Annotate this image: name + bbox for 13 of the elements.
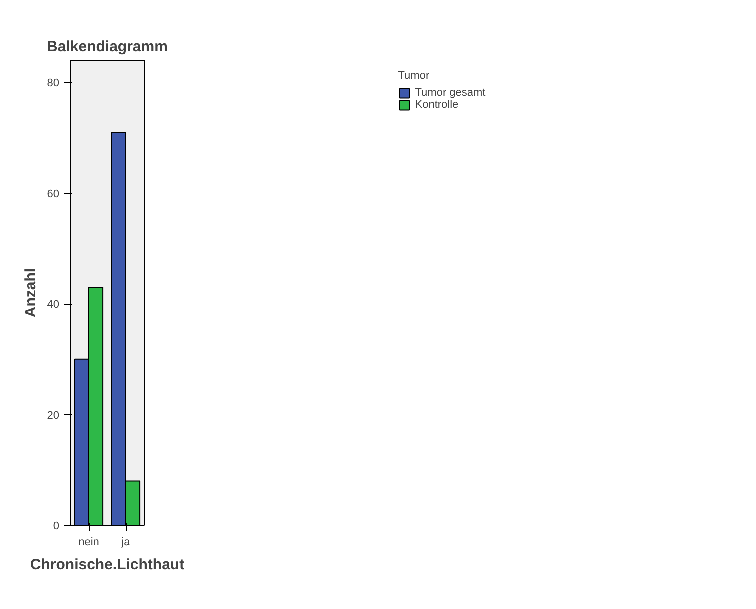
legend-label: Kontrolle bbox=[415, 99, 459, 111]
x-axis-title: Chronische.Lichthaut bbox=[30, 556, 185, 574]
y-tick-label: 40 bbox=[47, 299, 60, 312]
x-tick-label: nein bbox=[78, 536, 100, 548]
y-tick-label: 60 bbox=[47, 188, 60, 200]
chart-title: Balkendiagramm bbox=[47, 38, 168, 56]
legend-label: Tumor gesamt bbox=[415, 87, 486, 99]
y-tick-label: 20 bbox=[47, 410, 60, 422]
y-axis-title: Anzahl bbox=[22, 268, 40, 318]
legend-title: Tumor bbox=[398, 70, 431, 82]
y-tick-label: 0 bbox=[53, 520, 60, 532]
x-tick-label: ja bbox=[120, 536, 132, 548]
y-tick-label: 80 bbox=[47, 78, 60, 90]
